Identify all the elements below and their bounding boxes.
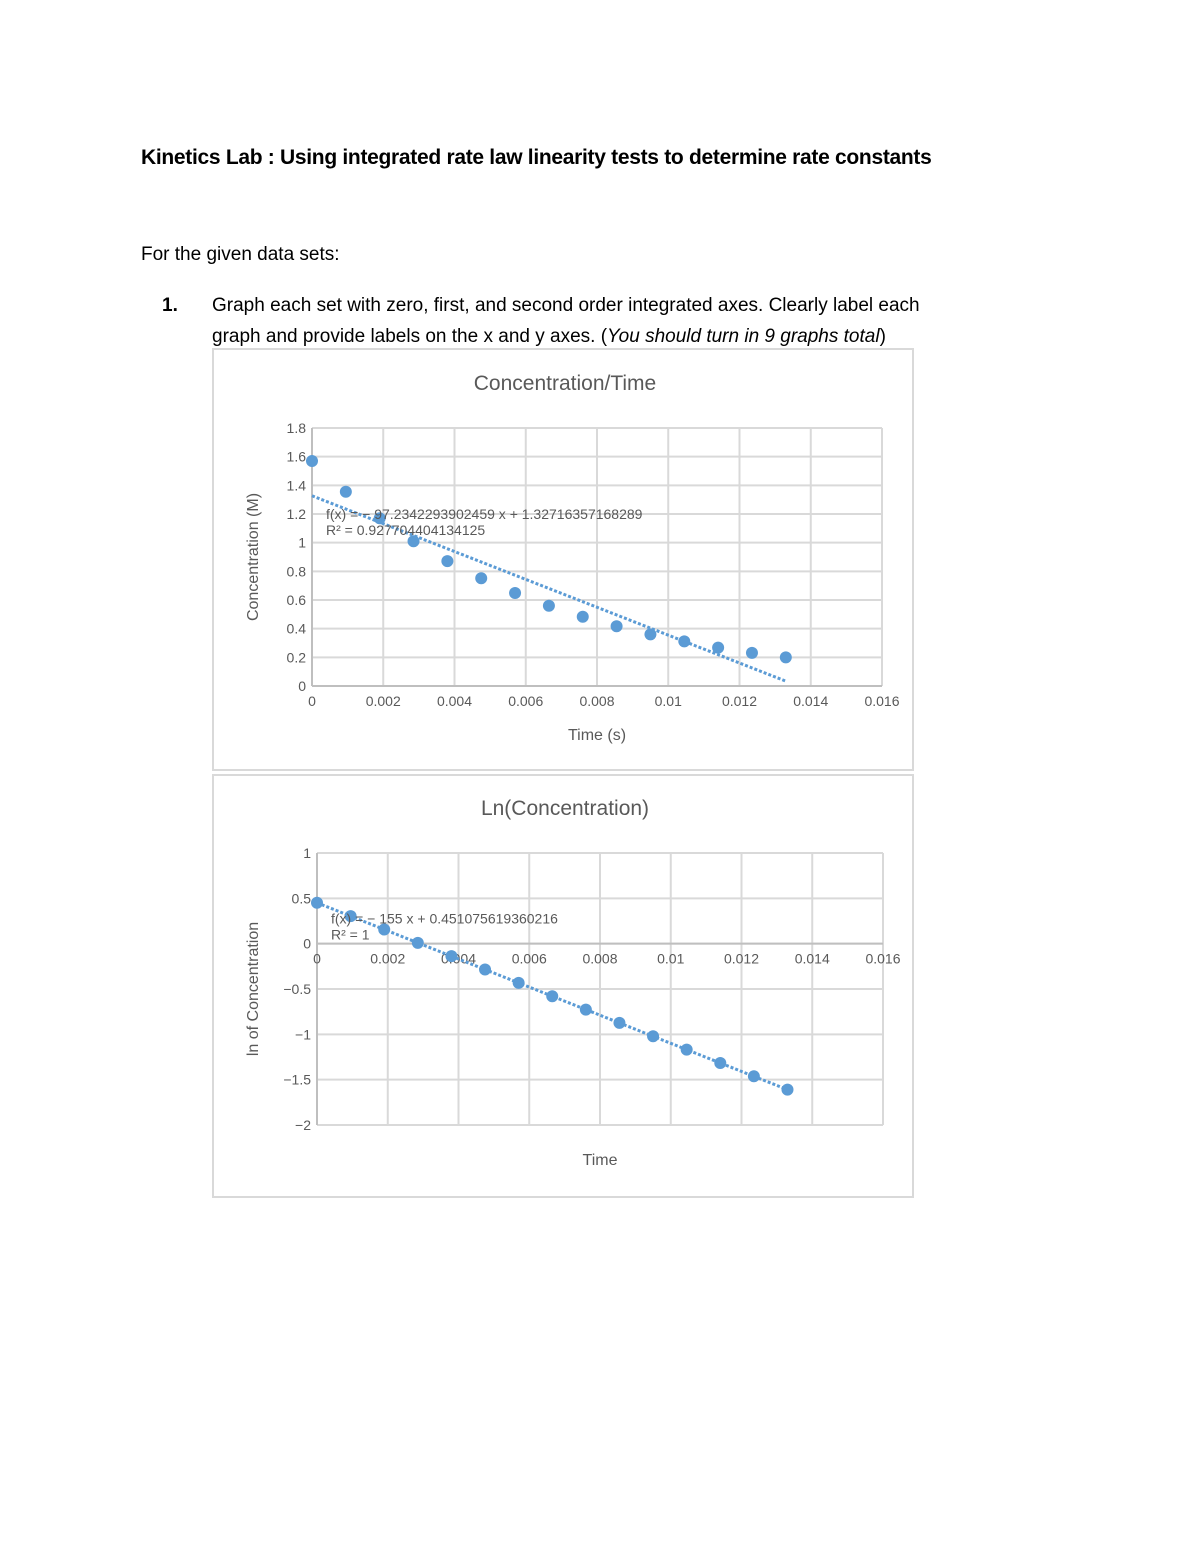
instruction-line-2: graph and provide labels on the x and y … — [212, 321, 1052, 352]
data-point — [306, 454, 318, 467]
y-tick-label: 1.4 — [287, 477, 307, 493]
trendline-r-squared: R² = 0.927704404134125 — [326, 522, 485, 538]
chart-title: Ln(Concentration) — [481, 797, 649, 820]
data-point — [339, 485, 352, 498]
y-tick-label: 0.6 — [287, 592, 307, 608]
y-tick-label: 1.6 — [287, 449, 307, 465]
data-point — [407, 535, 420, 548]
data-point — [378, 923, 391, 936]
x-axis-title: Time — [583, 1152, 618, 1169]
x-tick-label: 0.002 — [366, 693, 401, 709]
document-title: Kinetics Lab : Using integrated rate law… — [141, 146, 932, 169]
intro-text: For the given data sets: — [141, 244, 340, 265]
y-tick-label: 0.5 — [292, 890, 312, 906]
data-point — [745, 646, 758, 659]
y-axis-title: Concentration (M) — [245, 493, 262, 621]
data-point — [610, 620, 623, 633]
y-tick-label: −2 — [295, 1117, 311, 1133]
x-tick-label: 0.004 — [437, 693, 472, 709]
trendline-r-squared: R² = 1 — [331, 926, 370, 942]
y-tick-label: 1 — [298, 535, 306, 551]
data-point — [509, 586, 522, 599]
instruction-line-1: Graph each set with zero, first, and sec… — [212, 295, 920, 316]
data-point — [644, 628, 657, 641]
data-point — [680, 1043, 693, 1056]
x-tick-label: 0.01 — [657, 951, 684, 967]
instruction-text: Graph each set with zero, first, and sec… — [212, 290, 1052, 352]
data-point — [344, 910, 357, 923]
ln-concentration-chart: Ln(Concentration)00.0020.0040.0060.0080.… — [212, 774, 914, 1198]
x-tick-label: 0 — [313, 951, 321, 967]
y-tick-label: 0 — [298, 678, 306, 694]
data-point — [579, 1003, 592, 1016]
y-tick-label: 0.8 — [287, 563, 307, 579]
data-point — [311, 896, 323, 909]
data-point — [613, 1016, 626, 1029]
trendline — [316, 901, 789, 1092]
trendline-equation: f(x) = − 97.2342293902459 x + 1.32716357… — [326, 506, 643, 522]
x-tick-label: 0.006 — [508, 693, 543, 709]
x-tick-label: 0.006 — [512, 951, 547, 967]
data-point — [542, 599, 555, 612]
data-point — [445, 950, 458, 963]
y-tick-label: 0.4 — [287, 621, 307, 637]
data-point — [678, 635, 691, 648]
data-point — [475, 572, 488, 585]
y-tick-label: −1.5 — [283, 1072, 311, 1088]
y-tick-label: 1.2 — [287, 506, 307, 522]
y-tick-label: −0.5 — [283, 981, 311, 997]
x-axis-title: Time (s) — [568, 727, 626, 744]
data-point — [441, 555, 454, 568]
data-point — [747, 1070, 760, 1083]
x-tick-label: 0 — [308, 693, 316, 709]
x-tick-label: 0.008 — [579, 693, 614, 709]
data-point — [779, 651, 792, 664]
y-tick-label: 1 — [303, 845, 311, 861]
data-point — [373, 512, 386, 525]
x-tick-label: 0.014 — [793, 693, 828, 709]
trendline-equation: f(x) = − 155 x + 0.451075619360216 — [331, 910, 558, 926]
x-tick-label: 0.012 — [722, 693, 757, 709]
data-point — [512, 976, 525, 989]
data-point — [781, 1083, 794, 1096]
data-point — [714, 1056, 727, 1069]
x-tick-label: 0.016 — [864, 693, 899, 709]
data-point — [546, 990, 559, 1003]
chart-title: Concentration/Time — [474, 372, 656, 395]
chart-canvas: Concentration/Time 0 0.002 0.004 0.006 0.008 0… — [245, 372, 900, 744]
instruction-line-2-text: graph and provide labels on the x and y … — [212, 326, 608, 347]
y-tick-label: 1.8 — [287, 420, 307, 436]
y-axis-title: ln of Concentration — [245, 922, 262, 1056]
data-point — [479, 963, 492, 976]
x-tick-label: 0.01 — [655, 693, 682, 709]
instruction-emphasis: You should turn in 9 graphs total — [607, 326, 880, 347]
x-tick-label: 0.008 — [582, 951, 617, 967]
instruction-line-2-end: ) — [879, 326, 886, 347]
x-tick-label: 0.014 — [795, 951, 830, 967]
y-tick-label: 0 — [303, 936, 311, 952]
y-tick-label: 0.2 — [287, 649, 307, 665]
y-tick-label: −1 — [295, 1026, 311, 1042]
chart-canvas: Ln(Concentration)00.0020.0040.0060.0080.… — [245, 797, 901, 1169]
data-point — [647, 1030, 660, 1043]
x-tick-label: 0.012 — [724, 951, 759, 967]
data-point — [576, 610, 589, 623]
list-number: 1. — [162, 295, 178, 316]
x-tick-label: 0.002 — [370, 951, 405, 967]
data-point — [712, 641, 725, 654]
x-tick-label: 0.016 — [865, 951, 900, 967]
data-point — [411, 936, 424, 949]
concentration-time-chart: Concentration/Time 0 0.002 0.004 0.006 0.008 0… — [212, 348, 914, 771]
